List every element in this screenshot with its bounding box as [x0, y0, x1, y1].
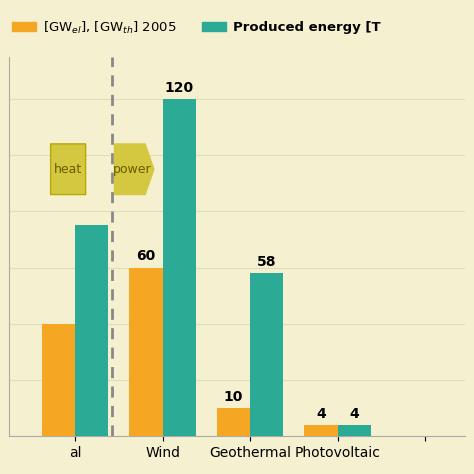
Bar: [75, 226, 109, 436]
FancyBboxPatch shape: [51, 144, 86, 194]
Bar: [129, 267, 163, 436]
Text: heat: heat: [54, 163, 82, 176]
Legend: [GW$_{el}$], [GW$_{th}$] 2005, Produced energy [T: [GW$_{el}$], [GW$_{th}$] 2005, Produced …: [7, 14, 386, 41]
Text: 10: 10: [224, 390, 243, 404]
Text: 60: 60: [137, 249, 155, 264]
Text: 4: 4: [349, 407, 359, 420]
Bar: [337, 425, 371, 436]
Bar: [163, 99, 196, 436]
Text: 4: 4: [316, 407, 326, 420]
FancyArrow shape: [115, 144, 154, 194]
Text: 120: 120: [164, 81, 194, 95]
Bar: [250, 273, 283, 436]
Text: power: power: [113, 163, 151, 176]
Bar: [304, 425, 337, 436]
Text: 58: 58: [257, 255, 276, 269]
Bar: [42, 324, 75, 436]
Bar: [217, 408, 250, 436]
